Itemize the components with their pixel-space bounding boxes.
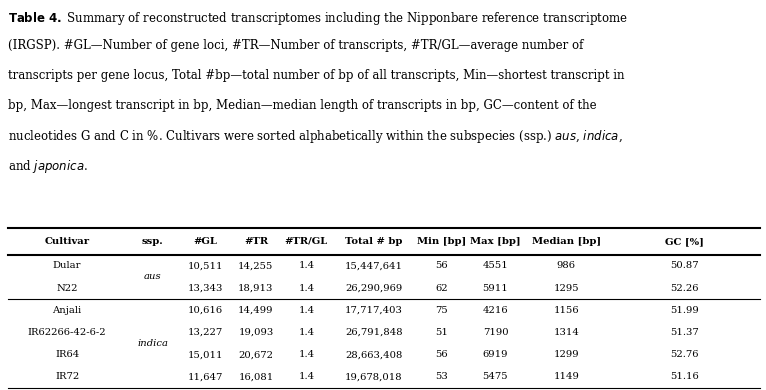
Text: 13,227: 13,227 — [188, 328, 223, 337]
Text: Min [bp]: Min [bp] — [417, 237, 466, 246]
Text: 10,616: 10,616 — [188, 306, 223, 315]
Text: 16,081: 16,081 — [238, 372, 273, 381]
Text: #TR: #TR — [244, 237, 268, 246]
Text: 5911: 5911 — [483, 284, 509, 292]
Text: 4216: 4216 — [483, 306, 509, 315]
Text: 13,343: 13,343 — [188, 284, 223, 292]
Text: 56: 56 — [435, 350, 448, 359]
Text: N22: N22 — [57, 284, 78, 292]
Text: transcripts per gene locus, Total #bp—total number of bp of all transcripts, Min: transcripts per gene locus, Total #bp—to… — [8, 69, 624, 82]
Text: Cultivar: Cultivar — [44, 237, 90, 246]
Text: 56: 56 — [435, 261, 448, 270]
Text: 17,717,403: 17,717,403 — [345, 306, 403, 315]
Text: 18,913: 18,913 — [238, 284, 273, 292]
Text: 7190: 7190 — [483, 328, 509, 337]
Text: 1.4: 1.4 — [298, 350, 314, 359]
Text: GC [%]: GC [%] — [665, 237, 704, 246]
Text: 51.16: 51.16 — [670, 372, 699, 381]
Text: 1156: 1156 — [553, 306, 579, 315]
Text: 1299: 1299 — [553, 350, 579, 359]
Text: (IRGSP). #GL—Number of gene loci, #TR—Number of transcripts, #TR/GL—average numb: (IRGSP). #GL—Number of gene loci, #TR—Nu… — [8, 39, 583, 52]
Text: 51: 51 — [435, 328, 448, 337]
Text: 20,672: 20,672 — [238, 350, 273, 359]
Text: bp, Max—longest transcript in bp, Median—median length of transcripts in bp, GC—: bp, Max—longest transcript in bp, Median… — [8, 99, 596, 112]
Text: 1.4: 1.4 — [298, 306, 314, 315]
Text: 6919: 6919 — [483, 350, 508, 359]
Text: 51.37: 51.37 — [670, 328, 699, 337]
Text: 26,791,848: 26,791,848 — [345, 328, 403, 337]
Text: 53: 53 — [435, 372, 448, 381]
Text: 14,499: 14,499 — [238, 306, 273, 315]
Text: 1.4: 1.4 — [298, 284, 314, 292]
Text: 1.4: 1.4 — [298, 372, 314, 381]
Text: 62: 62 — [435, 284, 448, 292]
Text: Median [bp]: Median [bp] — [532, 237, 601, 246]
Text: ssp.: ssp. — [142, 237, 164, 246]
Text: 1314: 1314 — [553, 328, 579, 337]
Text: 4551: 4551 — [483, 261, 509, 270]
Text: 1.4: 1.4 — [298, 328, 314, 337]
Text: 75: 75 — [435, 306, 448, 315]
Text: $\mathbf{Table\ 4.}$ Summary of reconstructed transcriptomes including the Nippo: $\mathbf{Table\ 4.}$ Summary of reconstr… — [8, 10, 628, 27]
Text: 15,447,641: 15,447,641 — [345, 261, 403, 270]
Text: 1.4: 1.4 — [298, 261, 314, 270]
Text: Max [bp]: Max [bp] — [470, 237, 521, 246]
Text: 51.99: 51.99 — [670, 306, 699, 315]
Text: aus: aus — [144, 272, 162, 282]
Text: 50.87: 50.87 — [670, 261, 699, 270]
Text: 1149: 1149 — [553, 372, 579, 381]
Text: 19,093: 19,093 — [238, 328, 273, 337]
Text: #GL: #GL — [194, 237, 218, 246]
Text: 15,011: 15,011 — [188, 350, 223, 359]
Text: and $\mathit{japonica}$.: and $\mathit{japonica}$. — [8, 158, 87, 175]
Text: 5475: 5475 — [483, 372, 509, 381]
Text: 14,255: 14,255 — [238, 261, 273, 270]
Text: 11,647: 11,647 — [188, 372, 223, 381]
Text: 52.26: 52.26 — [670, 284, 699, 292]
Text: 26,290,969: 26,290,969 — [345, 284, 403, 292]
Text: 10,511: 10,511 — [188, 261, 223, 270]
Text: 986: 986 — [557, 261, 576, 270]
Text: IR64: IR64 — [55, 350, 79, 359]
Text: Dular: Dular — [53, 261, 81, 270]
Text: Total # bp: Total # bp — [345, 237, 403, 246]
Text: indica: indica — [137, 339, 169, 348]
Text: 19,678,018: 19,678,018 — [345, 372, 403, 381]
Text: 28,663,408: 28,663,408 — [345, 350, 403, 359]
Text: IR72: IR72 — [55, 372, 79, 381]
Text: nucleotides G and C in %. Cultivars were sorted alphabetically within the subspe: nucleotides G and C in %. Cultivars were… — [8, 128, 622, 145]
Text: #TR/GL: #TR/GL — [285, 237, 328, 246]
Text: 1295: 1295 — [553, 284, 579, 292]
Text: IR62266-42-6-2: IR62266-42-6-2 — [28, 328, 106, 337]
Text: 52.76: 52.76 — [670, 350, 699, 359]
Text: Anjali: Anjali — [52, 306, 82, 315]
